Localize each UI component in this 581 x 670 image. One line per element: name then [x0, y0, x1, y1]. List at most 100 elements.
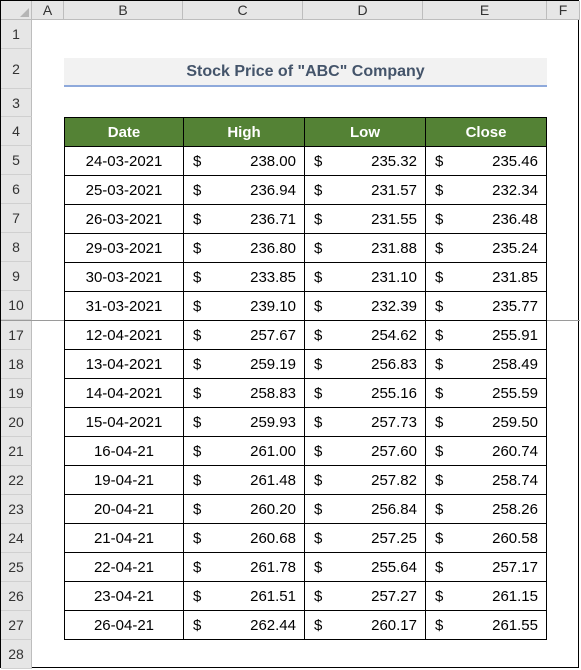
date-cell[interactable]: 29-03-2021 — [64, 233, 184, 263]
row-header-8[interactable]: 8 — [1, 233, 32, 262]
date-cell[interactable]: 12-04-2021 — [64, 320, 184, 350]
column-header-c[interactable]: C — [183, 1, 303, 20]
close-cell[interactable]: $235.77 — [425, 291, 547, 321]
row-header-20[interactable]: 20 — [1, 408, 32, 437]
low-cell[interactable]: $257.60 — [304, 436, 426, 466]
high-cell[interactable]: $236.71 — [183, 204, 305, 234]
close-cell[interactable]: $260.58 — [425, 523, 547, 553]
date-cell[interactable]: 31-03-2021 — [64, 291, 184, 321]
row-header-4[interactable]: 4 — [1, 117, 32, 146]
row-header-28[interactable]: 28 — [1, 640, 32, 669]
close-cell[interactable]: $258.26 — [425, 494, 547, 524]
row-header-26[interactable]: 26 — [1, 582, 32, 611]
date-cell[interactable]: 21-04-21 — [64, 523, 184, 553]
column-header-d[interactable]: D — [303, 1, 423, 20]
date-cell[interactable]: 15-04-2021 — [64, 407, 184, 437]
row-header-2[interactable]: 2 — [1, 49, 32, 89]
column-header-f[interactable]: F — [547, 1, 580, 20]
row-header-25[interactable]: 25 — [1, 553, 32, 582]
header-low[interactable]: Low — [304, 117, 426, 147]
low-cell[interactable]: $257.73 — [304, 407, 426, 437]
low-cell[interactable]: $257.27 — [304, 581, 426, 611]
column-header-b[interactable]: B — [64, 1, 183, 20]
high-cell[interactable]: $259.19 — [183, 349, 305, 379]
low-cell[interactable]: $255.64 — [304, 552, 426, 582]
low-cell[interactable]: $256.84 — [304, 494, 426, 524]
row-header-24[interactable]: 24 — [1, 524, 32, 553]
high-cell[interactable]: $259.93 — [183, 407, 305, 437]
low-cell[interactable]: $231.57 — [304, 175, 426, 205]
high-cell[interactable]: $261.48 — [183, 465, 305, 495]
row-header-6[interactable]: 6 — [1, 175, 32, 204]
row-header-18[interactable]: 18 — [1, 350, 32, 379]
date-cell[interactable]: 14-04-2021 — [64, 378, 184, 408]
low-cell[interactable]: $231.88 — [304, 233, 426, 263]
sheet-title[interactable]: Stock Price of "ABC" Company — [64, 58, 547, 87]
high-cell[interactable]: $261.00 — [183, 436, 305, 466]
close-cell[interactable]: $261.15 — [425, 581, 547, 611]
header-high[interactable]: High — [183, 117, 305, 147]
low-cell[interactable]: $256.83 — [304, 349, 426, 379]
close-cell[interactable]: $261.55 — [425, 610, 547, 640]
header-close[interactable]: Close — [425, 117, 547, 147]
high-cell[interactable]: $236.94 — [183, 175, 305, 205]
row-header-19[interactable]: 19 — [1, 379, 32, 408]
high-cell[interactable]: $260.68 — [183, 523, 305, 553]
date-cell[interactable]: 30-03-2021 — [64, 262, 184, 292]
row-header-10[interactable]: 10 — [1, 291, 32, 320]
close-cell[interactable]: $235.24 — [425, 233, 547, 263]
low-cell[interactable]: $232.39 — [304, 291, 426, 321]
low-cell[interactable]: $231.55 — [304, 204, 426, 234]
high-cell[interactable]: $261.51 — [183, 581, 305, 611]
low-cell[interactable]: $231.10 — [304, 262, 426, 292]
low-cell[interactable]: $257.25 — [304, 523, 426, 553]
close-cell[interactable]: $231.85 — [425, 262, 547, 292]
date-cell[interactable]: 16-04-21 — [64, 436, 184, 466]
high-cell[interactable]: $236.80 — [183, 233, 305, 263]
select-all-corner[interactable] — [1, 1, 32, 20]
close-cell[interactable]: $255.59 — [425, 378, 547, 408]
close-cell[interactable]: $235.46 — [425, 146, 547, 176]
close-cell[interactable]: $232.34 — [425, 175, 547, 205]
column-header-e[interactable]: E — [423, 1, 547, 20]
date-cell[interactable]: 24-03-2021 — [64, 146, 184, 176]
row-header-21[interactable]: 21 — [1, 437, 32, 466]
close-cell[interactable]: $259.50 — [425, 407, 547, 437]
high-cell[interactable]: $261.78 — [183, 552, 305, 582]
date-cell[interactable]: 13-04-2021 — [64, 349, 184, 379]
close-cell[interactable]: $255.91 — [425, 320, 547, 350]
header-date[interactable]: Date — [64, 117, 184, 147]
close-cell[interactable]: $258.49 — [425, 349, 547, 379]
close-cell[interactable]: $236.48 — [425, 204, 547, 234]
close-cell[interactable]: $257.17 — [425, 552, 547, 582]
date-cell[interactable]: 26-04-21 — [64, 610, 184, 640]
row-header-9[interactable]: 9 — [1, 262, 32, 291]
row-header-3[interactable]: 3 — [1, 89, 32, 117]
low-cell[interactable]: $260.17 — [304, 610, 426, 640]
low-cell[interactable]: $257.82 — [304, 465, 426, 495]
date-cell[interactable]: 26-03-2021 — [64, 204, 184, 234]
row-header-1[interactable]: 1 — [1, 20, 32, 49]
high-cell[interactable]: $239.10 — [183, 291, 305, 321]
row-header-23[interactable]: 23 — [1, 495, 32, 524]
high-cell[interactable]: $238.00 — [183, 146, 305, 176]
low-cell[interactable]: $254.62 — [304, 320, 426, 350]
high-cell[interactable]: $233.85 — [183, 262, 305, 292]
close-cell[interactable]: $258.74 — [425, 465, 547, 495]
high-cell[interactable]: $262.44 — [183, 610, 305, 640]
date-cell[interactable]: 20-04-21 — [64, 494, 184, 524]
row-header-5[interactable]: 5 — [1, 146, 32, 175]
close-cell[interactable]: $260.74 — [425, 436, 547, 466]
date-cell[interactable]: 25-03-2021 — [64, 175, 184, 205]
date-cell[interactable]: 22-04-21 — [64, 552, 184, 582]
row-header-22[interactable]: 22 — [1, 466, 32, 495]
row-header-27[interactable]: 27 — [1, 611, 32, 640]
low-cell[interactable]: $255.16 — [304, 378, 426, 408]
high-cell[interactable]: $257.67 — [183, 320, 305, 350]
date-cell[interactable]: 19-04-21 — [64, 465, 184, 495]
high-cell[interactable]: $260.20 — [183, 494, 305, 524]
date-cell[interactable]: 23-04-21 — [64, 581, 184, 611]
low-cell[interactable]: $235.32 — [304, 146, 426, 176]
column-header-a[interactable]: A — [32, 1, 64, 20]
